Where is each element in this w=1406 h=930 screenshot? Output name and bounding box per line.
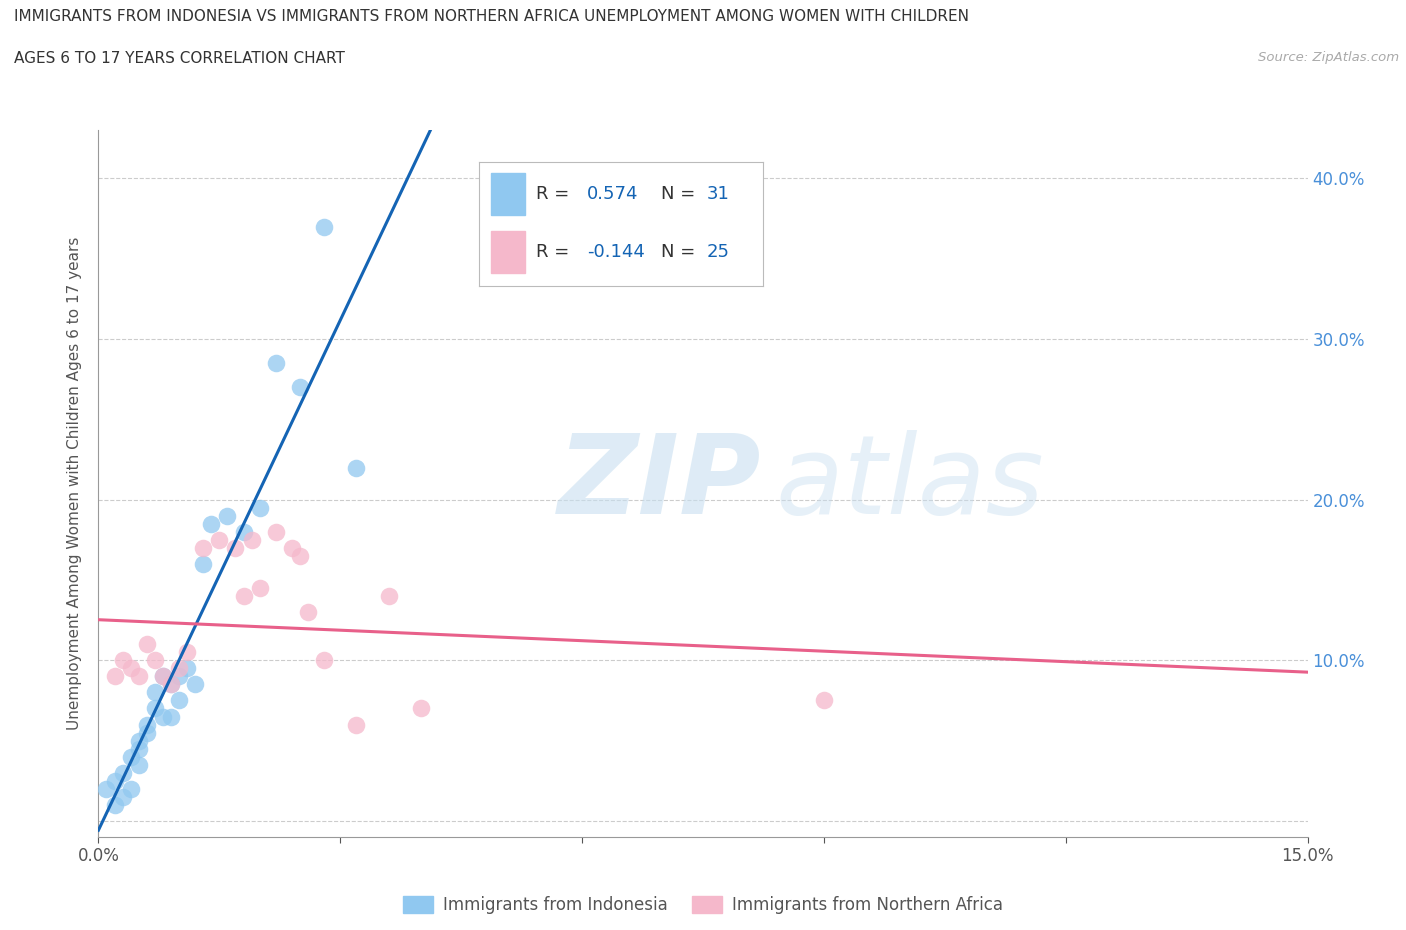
Point [193,556,215,571]
Point [176,644,198,659]
Point [152,669,174,684]
Point [135,637,157,652]
Point [128,757,150,772]
Text: atlas: atlas [776,430,1045,538]
Point [143,701,166,716]
Point [128,741,150,756]
Point [184,677,207,692]
Point [288,379,311,394]
Point [152,709,174,724]
Y-axis label: Unemployment Among Women with Children Ages 6 to 17 years: Unemployment Among Women with Children A… [67,237,83,730]
Point [160,709,183,724]
Point [120,781,142,796]
Point [249,500,271,515]
Point [224,540,246,555]
Point [288,549,311,564]
Point [208,532,231,547]
Point [297,604,319,619]
Point [135,725,157,740]
Point [409,701,432,716]
Point [103,669,125,684]
Point [120,750,142,764]
Point [143,653,166,668]
Point [160,677,183,692]
Point [217,509,239,524]
Point [103,797,125,812]
Point [813,693,835,708]
Point [314,219,336,234]
Point [103,774,125,789]
Point [167,661,190,676]
Point [111,765,134,780]
Point [193,540,215,555]
Point [111,790,134,804]
Legend: Immigrants from Indonesia, Immigrants from Northern Africa: Immigrants from Indonesia, Immigrants fr… [396,889,1010,921]
Point [232,525,254,539]
Point [377,589,399,604]
Point [128,733,150,748]
Point [264,355,287,370]
Point [128,669,150,684]
Point [249,580,271,595]
Text: ZIP: ZIP [558,430,762,538]
Point [152,669,174,684]
Point [344,717,367,732]
Point [232,589,254,604]
Point [96,781,118,796]
Point [167,669,190,684]
Point [200,516,222,531]
Point [120,661,142,676]
Text: Source: ZipAtlas.com: Source: ZipAtlas.com [1258,51,1399,64]
Point [143,685,166,700]
Point [314,653,336,668]
Point [281,540,304,555]
Point [264,525,287,539]
Point [160,677,183,692]
Point [344,460,367,475]
Point [240,532,263,547]
Point [111,653,134,668]
Text: IMMIGRANTS FROM INDONESIA VS IMMIGRANTS FROM NORTHERN AFRICA UNEMPLOYMENT AMONG : IMMIGRANTS FROM INDONESIA VS IMMIGRANTS … [14,9,969,24]
Point [167,693,190,708]
Point [176,661,198,676]
Point [135,717,157,732]
Text: AGES 6 TO 17 YEARS CORRELATION CHART: AGES 6 TO 17 YEARS CORRELATION CHART [14,51,344,66]
